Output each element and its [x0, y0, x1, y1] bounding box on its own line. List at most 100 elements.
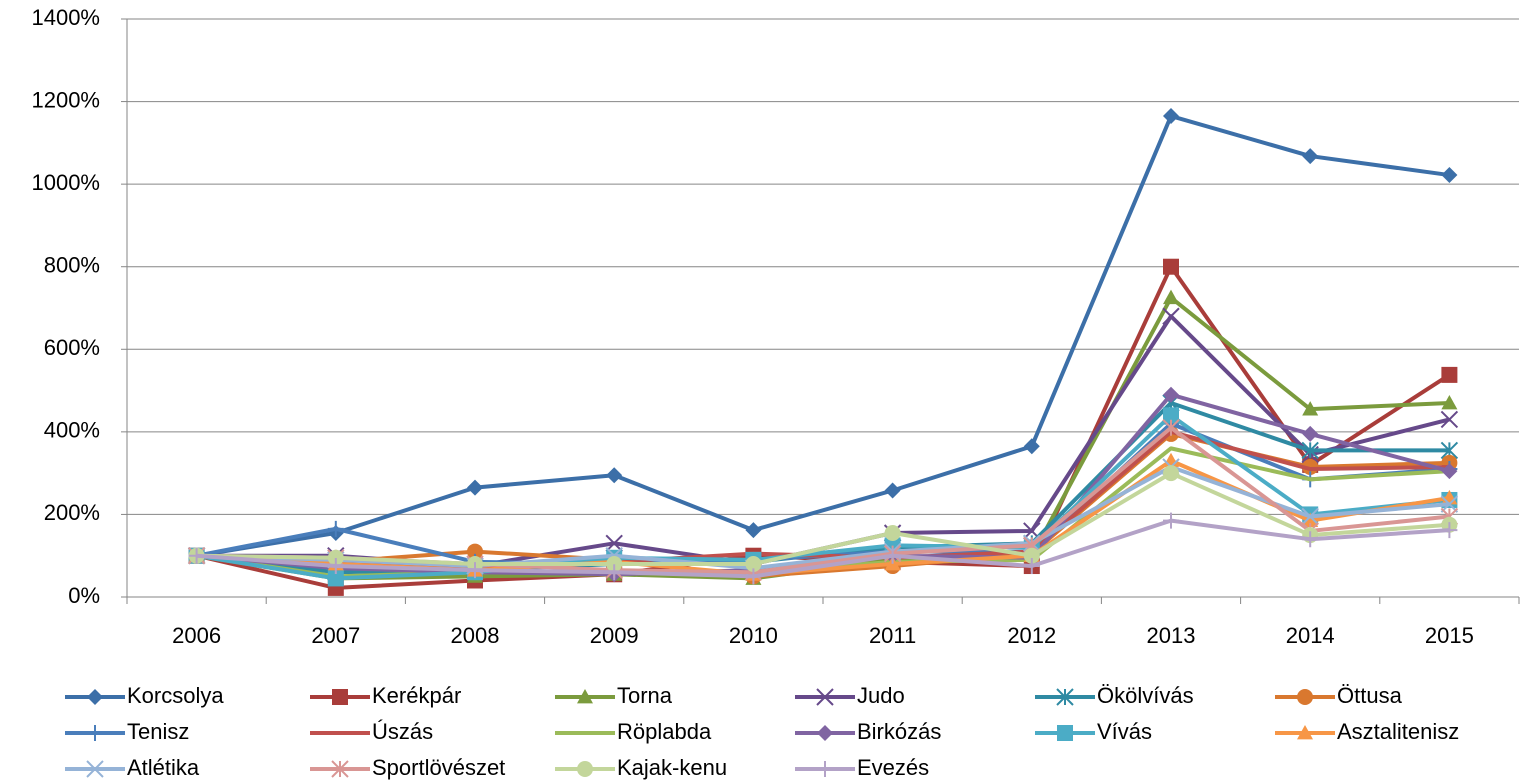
- legend-label: Korcsolya: [127, 683, 224, 708]
- legend-label: Atlétika: [127, 755, 200, 780]
- legend-label: Ökölvívás: [1097, 683, 1194, 708]
- y-tick-label: 200%: [44, 500, 100, 525]
- marker: [577, 761, 593, 777]
- marker: [1441, 167, 1458, 184]
- marker: [745, 522, 762, 539]
- marker: [817, 725, 833, 741]
- marker: [1440, 410, 1459, 429]
- series-line: [196, 471, 1450, 566]
- legend-label: Judo: [857, 683, 905, 708]
- marker: [816, 688, 834, 706]
- marker: [1297, 689, 1313, 705]
- marker: [188, 547, 205, 564]
- marker: [817, 761, 833, 777]
- marker: [1441, 463, 1458, 480]
- marker: [87, 689, 103, 705]
- x-tick-label: 2014: [1286, 623, 1335, 648]
- marker: [884, 525, 901, 542]
- marker: [1162, 307, 1180, 325]
- legend-label: Úszás: [372, 719, 433, 744]
- series-line: [196, 114, 1450, 558]
- x-tick-label: 2011: [869, 623, 916, 648]
- marker: [1163, 289, 1179, 305]
- marker: [327, 549, 344, 566]
- legend-label: Sportlövészet: [372, 755, 505, 780]
- marker: [1302, 425, 1319, 442]
- marker: [332, 689, 348, 705]
- marker: [1301, 441, 1319, 460]
- legend-label: Torna: [617, 683, 673, 708]
- marker: [1163, 465, 1179, 482]
- marker: [1163, 386, 1179, 403]
- marker: [1297, 725, 1313, 740]
- marker: [606, 467, 623, 484]
- legend-label: Birkózás: [857, 719, 941, 744]
- y-tick-label: 1200%: [31, 87, 100, 112]
- x-tick-label: 2006: [172, 623, 221, 648]
- marker: [1163, 512, 1179, 529]
- x-tick-label: 2013: [1147, 623, 1196, 648]
- marker: [1056, 688, 1074, 706]
- marker: [1057, 725, 1073, 741]
- y-tick-label: 1000%: [31, 170, 100, 195]
- legend-label: Vívás: [1097, 719, 1152, 744]
- marker: [467, 543, 483, 560]
- y-tick-label: 600%: [44, 335, 100, 360]
- marker: [86, 760, 104, 778]
- marker: [606, 564, 623, 581]
- legend-label: Kerékpár: [372, 683, 461, 708]
- marker: [1302, 148, 1319, 165]
- legend-label: Asztalitenisz: [1337, 719, 1459, 744]
- marker: [1023, 547, 1040, 564]
- marker: [1441, 522, 1458, 539]
- marker: [605, 534, 623, 553]
- marker: [327, 570, 344, 587]
- marker: [745, 555, 762, 572]
- legend-label: Öttusa: [1337, 683, 1403, 708]
- marker: [1023, 558, 1040, 575]
- legend-label: Tenisz: [127, 719, 189, 744]
- marker: [1440, 495, 1459, 513]
- marker: [884, 547, 901, 564]
- marker: [1441, 366, 1458, 383]
- marker: [1302, 512, 1319, 528]
- marker: [1302, 531, 1319, 548]
- legend-label: Röplabda: [617, 719, 712, 744]
- marker: [577, 689, 593, 704]
- legend-label: Evezés: [857, 755, 929, 780]
- series-line: [196, 314, 1450, 569]
- y-tick-label: 800%: [44, 253, 100, 278]
- x-tick-label: 2009: [590, 623, 639, 648]
- legend-label: Kajak-kenu: [617, 755, 727, 780]
- marker: [1023, 438, 1040, 455]
- marker: [1163, 407, 1179, 424]
- y-tick-label: 1400%: [31, 5, 100, 30]
- y-tick-label: 0%: [68, 583, 100, 608]
- series-line: [196, 518, 1450, 579]
- y-tick-label: 400%: [44, 418, 100, 443]
- marker: [331, 760, 349, 778]
- series-line: [196, 464, 1450, 571]
- marker: [1162, 419, 1180, 437]
- marker: [1163, 258, 1179, 275]
- x-tick-label: 2008: [451, 623, 500, 648]
- x-tick-label: 2007: [311, 623, 360, 648]
- x-tick-label: 2015: [1425, 623, 1474, 648]
- x-tick-label: 2010: [729, 623, 778, 648]
- marker: [327, 558, 344, 575]
- marker: [745, 568, 762, 585]
- marker: [327, 520, 344, 537]
- marker: [884, 482, 901, 499]
- marker: [1163, 108, 1179, 125]
- series-line: [196, 295, 1450, 581]
- marker: [467, 562, 483, 579]
- series-line: [196, 413, 1450, 581]
- marker: [606, 555, 623, 572]
- marker: [87, 725, 103, 741]
- marker: [1302, 401, 1319, 416]
- marker: [1441, 394, 1458, 410]
- marker: [1301, 507, 1319, 526]
- marker: [467, 479, 483, 496]
- x-tick-label: 2012: [1007, 623, 1056, 648]
